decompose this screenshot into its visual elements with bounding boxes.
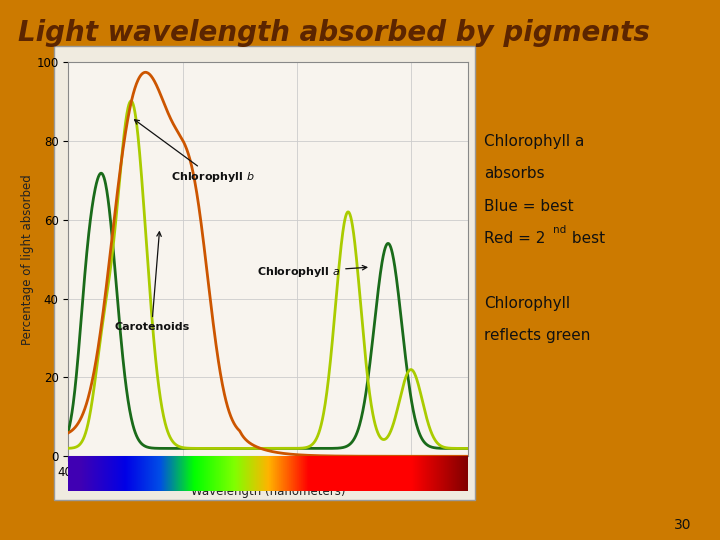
Text: reflects green: reflects green (484, 328, 590, 343)
Text: Red = 2: Red = 2 (484, 231, 545, 246)
Text: Chlorophyll: Chlorophyll (484, 296, 570, 311)
Text: absorbs: absorbs (484, 166, 544, 181)
Text: Blue = best: Blue = best (484, 199, 573, 214)
Text: Carotenoids: Carotenoids (114, 232, 189, 332)
Text: Chlorophyll $b$: Chlorophyll $b$ (135, 120, 255, 184)
Text: best: best (567, 231, 605, 246)
Text: Light wavelength absorbed by pigments: Light wavelength absorbed by pigments (18, 19, 650, 47)
Text: Chlorophyll $a$: Chlorophyll $a$ (257, 265, 366, 279)
Text: Chlorophyll a: Chlorophyll a (484, 134, 584, 149)
X-axis label: Wavelength (nanometers): Wavelength (nanometers) (191, 484, 346, 497)
Y-axis label: Percentage of light absorbed: Percentage of light absorbed (21, 174, 34, 345)
Text: nd: nd (553, 225, 566, 235)
Text: 30: 30 (674, 518, 691, 532)
